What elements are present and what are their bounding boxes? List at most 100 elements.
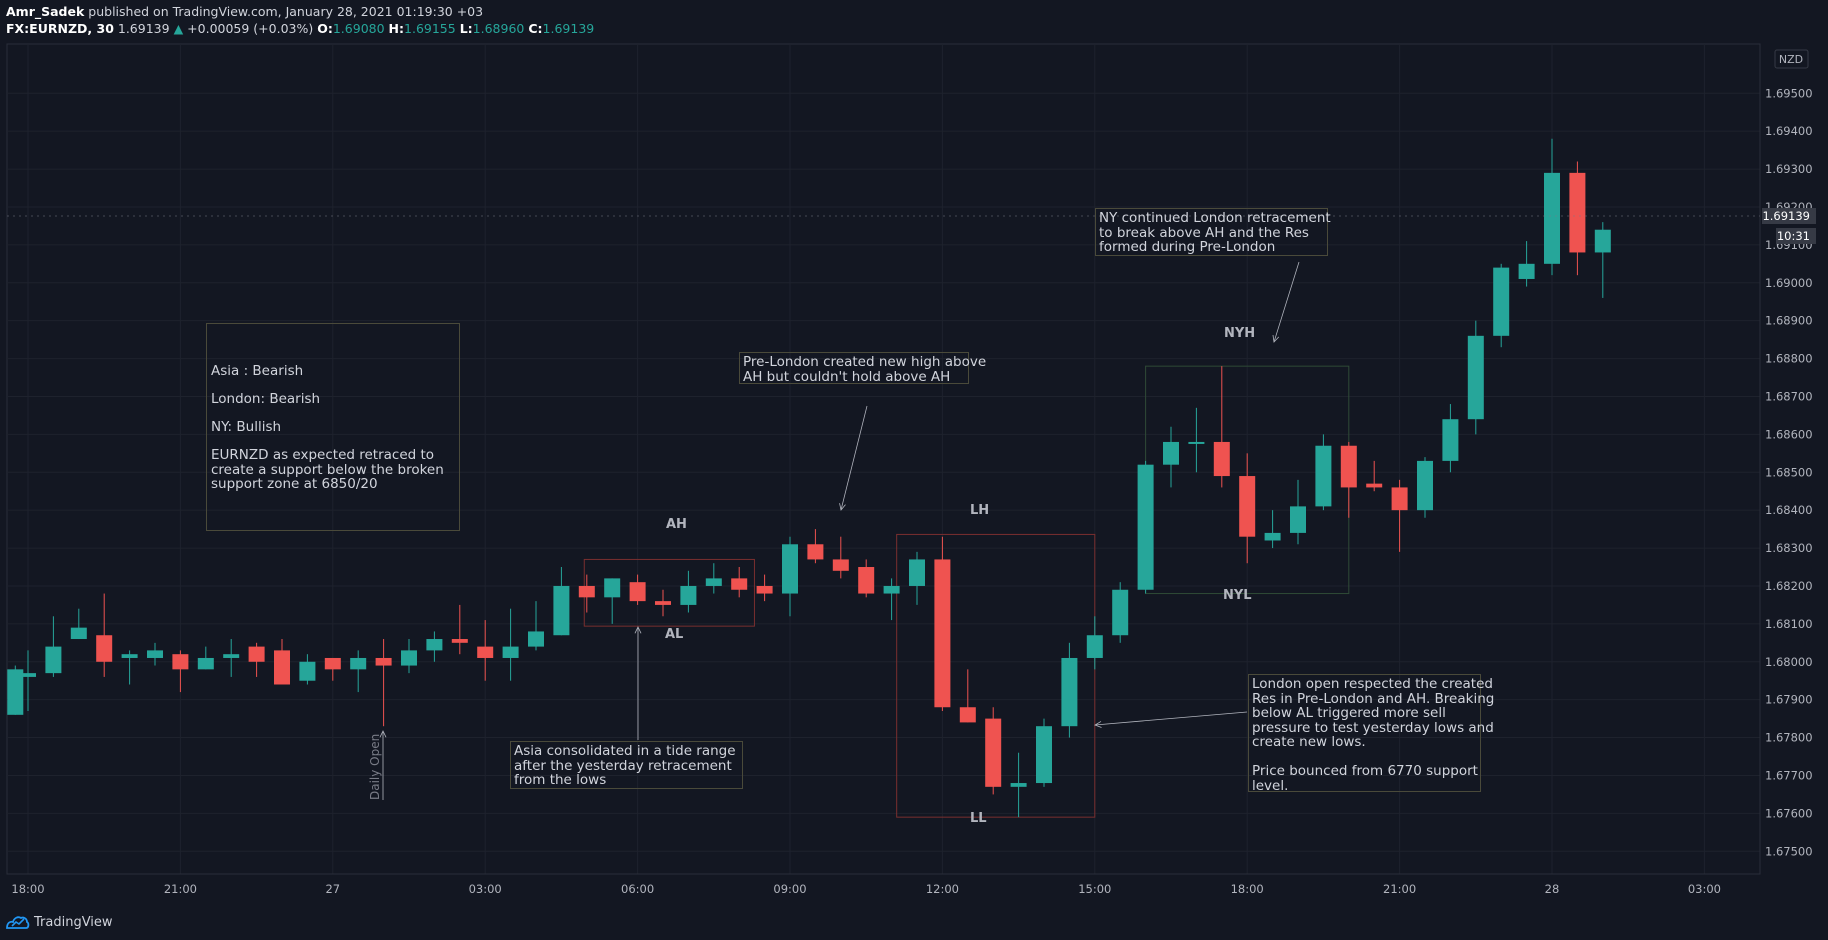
close-label: C: [528, 21, 543, 36]
summary-ny: NY: Bullish [211, 419, 282, 435]
candle-up [604, 578, 621, 598]
prelondon-note[interactable]: Pre-London created new high above AH but… [739, 352, 987, 385]
prelondon-text: Pre-London created new high above AH but… [743, 354, 987, 385]
price-tick-label: 1.68200 [1765, 579, 1813, 593]
candle-down [1391, 487, 1408, 511]
candle-up [197, 657, 214, 670]
candle-up [528, 631, 544, 647]
countdown-value: 10:31 [1777, 229, 1810, 243]
candle-down [985, 718, 1002, 787]
time-tick-label: 18:00 [11, 882, 44, 896]
author-name[interactable]: Amr_Sadek [6, 4, 85, 19]
lh-label: LH [970, 503, 990, 518]
time-tick-label: 15:00 [1078, 882, 1111, 896]
candle-down [1569, 172, 1586, 253]
candle-up [1137, 464, 1154, 590]
candle-down [858, 567, 875, 594]
low-label: L: [459, 21, 473, 36]
candle-down [1239, 476, 1256, 537]
candle-down [756, 585, 773, 594]
plot-area[interactable] [6, 43, 1761, 875]
time-tick-label: 09:00 [773, 882, 806, 896]
candle-down [451, 639, 468, 643]
nyh-label: NYH [1224, 326, 1256, 341]
candle-down [1366, 483, 1383, 488]
footer: TradingView [0, 905, 1828, 940]
ohlc-line: FX:EURNZD, 30 1.69139 ▲ +0.00059 (+0.03%… [6, 20, 1828, 37]
candle-down [1340, 445, 1357, 488]
time-tick-label: 27 [325, 882, 340, 896]
price-tick-label: 1.68900 [1765, 314, 1813, 328]
time-tick-label: 03:00 [1688, 882, 1721, 896]
close-value: 1.69139 [542, 21, 595, 36]
ah-label: AH [666, 517, 687, 532]
london-note[interactable]: London open respected the created Res in… [1248, 674, 1495, 794]
time-tick-label: 21:00 [1383, 882, 1416, 896]
open-value: 1.69080 [332, 21, 385, 36]
candle-down [274, 650, 290, 685]
time-tick-label: 03:00 [469, 882, 502, 896]
summary-note[interactable]: Asia : Bearish London: Bearish NY: Bulli… [206, 323, 460, 531]
symbol-label[interactable]: FX:EURNZD, 30 [6, 21, 114, 36]
tradingview-logo-icon[interactable] [6, 914, 30, 930]
candle-up [502, 646, 519, 658]
candle-down [934, 559, 951, 708]
time-axis[interactable]: 18:00 21:00 27 03:00 06:00 09:00 12:00 15:00 18:… [11, 882, 1721, 896]
price-tick-label: 1.69500 [1765, 86, 1813, 100]
candle-down [832, 559, 849, 571]
price-tick-label: 1.68400 [1765, 503, 1813, 517]
low-value: 1.68960 [472, 21, 525, 36]
last-price: 1.69139 [117, 21, 170, 36]
time-tick-label: 18:00 [1231, 882, 1264, 896]
candle-up [883, 585, 900, 594]
ny-arrow-head [1272, 335, 1280, 343]
london-arrow [1094, 711, 1248, 726]
candle-down [324, 657, 341, 670]
candle-down [959, 707, 976, 723]
candles[interactable] [7, 138, 1611, 818]
price-change: +0.00059 (+0.03%) [187, 21, 314, 36]
candle-down [248, 646, 265, 662]
high-value: 1.69155 [404, 21, 456, 36]
prelondon-arrow-head [839, 503, 846, 511]
candle-up [45, 646, 62, 674]
london-text: London open respected the created Res in… [1252, 676, 1495, 794]
nyl-label: NYL [1223, 588, 1252, 603]
currency-badge[interactable] [1774, 49, 1809, 69]
candle-down [96, 635, 113, 662]
change-arrow-icon: ▲ [173, 21, 184, 36]
ll-label: LL [970, 811, 987, 826]
ny-note[interactable]: NY continued London retracement to break… [1095, 208, 1331, 256]
time-tick-label: 21:00 [164, 882, 197, 896]
price-tick-label: 1.68100 [1765, 617, 1813, 631]
high-label: H: [388, 21, 405, 36]
candle-up [20, 673, 36, 677]
candle-down [477, 646, 494, 658]
asia-note[interactable]: Asia consolidated in a tide range after … [510, 741, 743, 789]
candle-down [629, 582, 646, 602]
currency-label: NZD [1779, 53, 1803, 66]
candle-up [1264, 532, 1281, 541]
candle-up [223, 654, 240, 658]
ny-text: NY continued London retracement to break… [1099, 210, 1331, 255]
price-tick-label: 1.68700 [1765, 389, 1813, 403]
candlestick-chart[interactable]: 1.695001.694001.693001.692001.691001.690… [0, 0, 1828, 905]
ny-arrow [1273, 261, 1300, 343]
chart-header: Amr_Sadek published on TradingView.com, … [6, 3, 1828, 41]
candle-up [1467, 335, 1484, 420]
published-text: published on TradingView.com, January 28… [88, 4, 484, 19]
tradingview-brand[interactable]: TradingView [34, 915, 113, 930]
daily-open-label: Daily Open [368, 734, 382, 800]
price-tick-label: 1.67700 [1765, 768, 1813, 782]
asia-text: Asia consolidated in a tide range after … [514, 743, 736, 788]
price-tick-label: 1.69300 [1765, 162, 1813, 176]
candle-up [1061, 657, 1078, 727]
open-label: O: [317, 21, 333, 36]
candle-down [375, 657, 392, 666]
daily-open-arrow-head [379, 730, 387, 738]
publish-line: Amr_Sadek published on TradingView.com, … [6, 3, 1828, 20]
candle-up [70, 627, 87, 640]
price-axis[interactable]: 1.695001.694001.693001.692001.691001.690… [1765, 86, 1813, 858]
candle-up [1036, 726, 1052, 784]
candle-down [807, 544, 824, 560]
